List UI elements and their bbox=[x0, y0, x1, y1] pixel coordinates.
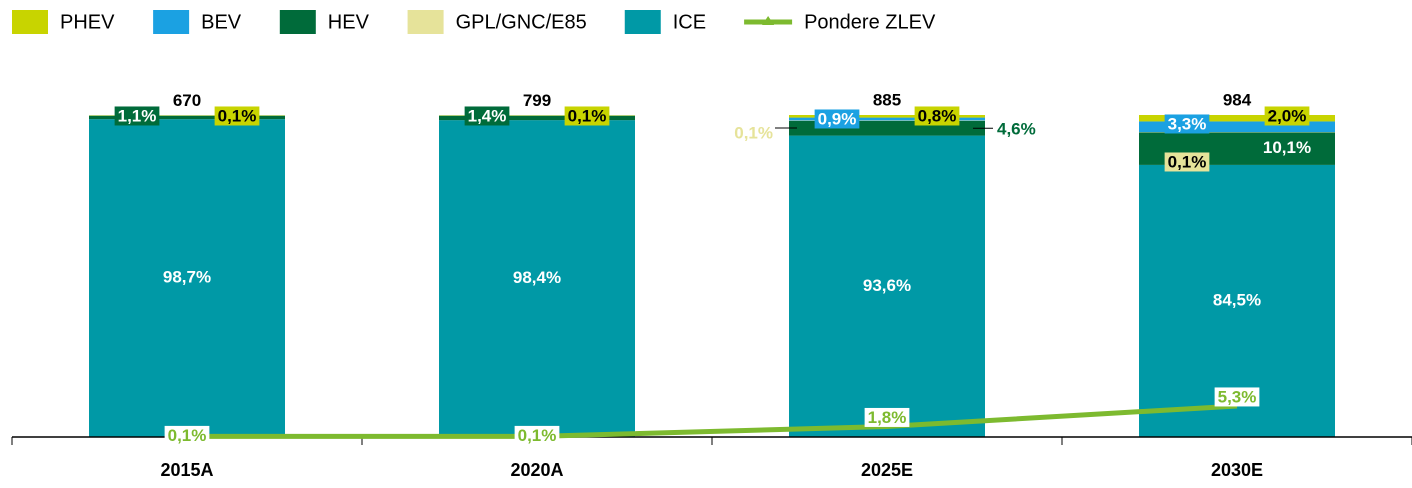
phev-label-bg bbox=[914, 106, 960, 126]
gpl-label: 0,1% bbox=[734, 123, 773, 142]
legend-swatch bbox=[12, 10, 48, 34]
hev-label-bg bbox=[114, 106, 160, 126]
x-tick-label: 2015A bbox=[160, 460, 213, 480]
hev-label: 10,1% bbox=[1263, 138, 1311, 157]
bev-label-bg bbox=[814, 109, 860, 129]
line-label-bg bbox=[864, 407, 910, 427]
legend-label: GPL/GNC/E85 bbox=[456, 11, 587, 33]
phev-label: 2,0% bbox=[1268, 106, 1307, 125]
total-label: 885 bbox=[873, 90, 901, 109]
ice-label: 84,5% bbox=[1213, 290, 1261, 309]
phev-label-bg bbox=[214, 106, 260, 126]
bar-segment bbox=[89, 119, 285, 437]
total-label: 984 bbox=[1223, 90, 1252, 109]
gpl-label-bg bbox=[1164, 152, 1210, 172]
legend-label: Pondere ZLEV bbox=[804, 11, 936, 33]
legend-label: BEV bbox=[201, 11, 242, 33]
bar-segment bbox=[1139, 115, 1335, 122]
legend-swatch bbox=[279, 10, 316, 34]
line bbox=[187, 403, 1238, 439]
ice-label: 93,6% bbox=[863, 276, 911, 295]
bar-segment bbox=[1139, 121, 1335, 133]
total-label: 670 bbox=[173, 91, 201, 110]
legend-swatch bbox=[624, 10, 661, 34]
line-label: 0,1% bbox=[518, 426, 557, 445]
bev-label: 3,3% bbox=[1168, 114, 1207, 133]
ice-label: 98,4% bbox=[513, 268, 561, 287]
legend-label: PHEV bbox=[60, 11, 115, 33]
bar-segment bbox=[89, 115, 285, 120]
line-label: 0,1% bbox=[168, 426, 207, 445]
hev-label: 1,1% bbox=[118, 106, 157, 125]
bar-segment bbox=[439, 115, 635, 121]
phev-label: 0,1% bbox=[218, 106, 257, 125]
total-label: 799 bbox=[523, 91, 551, 110]
phev-label-bg bbox=[1264, 106, 1310, 126]
legend-label: ICE bbox=[673, 11, 706, 33]
phev-label: 0,8% bbox=[918, 106, 957, 125]
bar-segment bbox=[789, 117, 985, 121]
legend-label: HEV bbox=[328, 11, 370, 33]
line-label: 5,3% bbox=[1218, 387, 1257, 406]
legend-swatch bbox=[153, 10, 190, 34]
legend-marker bbox=[762, 16, 775, 25]
line-label-bg bbox=[164, 425, 210, 445]
line-label-bg bbox=[1214, 387, 1260, 407]
line-label-bg bbox=[514, 425, 560, 445]
phev-label-bg bbox=[564, 106, 610, 126]
x-tick-label: 2030E bbox=[1211, 460, 1263, 480]
x-tick-label: 2025E bbox=[861, 460, 913, 480]
bev-label: 0,9% bbox=[818, 109, 857, 128]
hev-label-bg bbox=[464, 106, 510, 126]
bev-label-bg bbox=[1164, 114, 1210, 134]
bar-segment bbox=[439, 120, 635, 437]
bar-segment bbox=[789, 115, 985, 118]
gpl-label: 0,1% bbox=[1168, 152, 1207, 171]
bar-segment bbox=[789, 135, 985, 437]
line-label: 1,8% bbox=[868, 408, 907, 427]
ice-label: 98,7% bbox=[163, 268, 211, 287]
legend: PHEV BEV HEV GPL/GNC/E85 ICE Pondere ZLEV bbox=[12, 10, 936, 34]
hev-label: 4,6% bbox=[997, 120, 1036, 139]
phev-label: 0,1% bbox=[568, 106, 607, 125]
legend-swatch bbox=[407, 10, 444, 34]
hev-label: 1,4% bbox=[468, 106, 507, 125]
x-tick-label: 2020A bbox=[510, 460, 563, 480]
